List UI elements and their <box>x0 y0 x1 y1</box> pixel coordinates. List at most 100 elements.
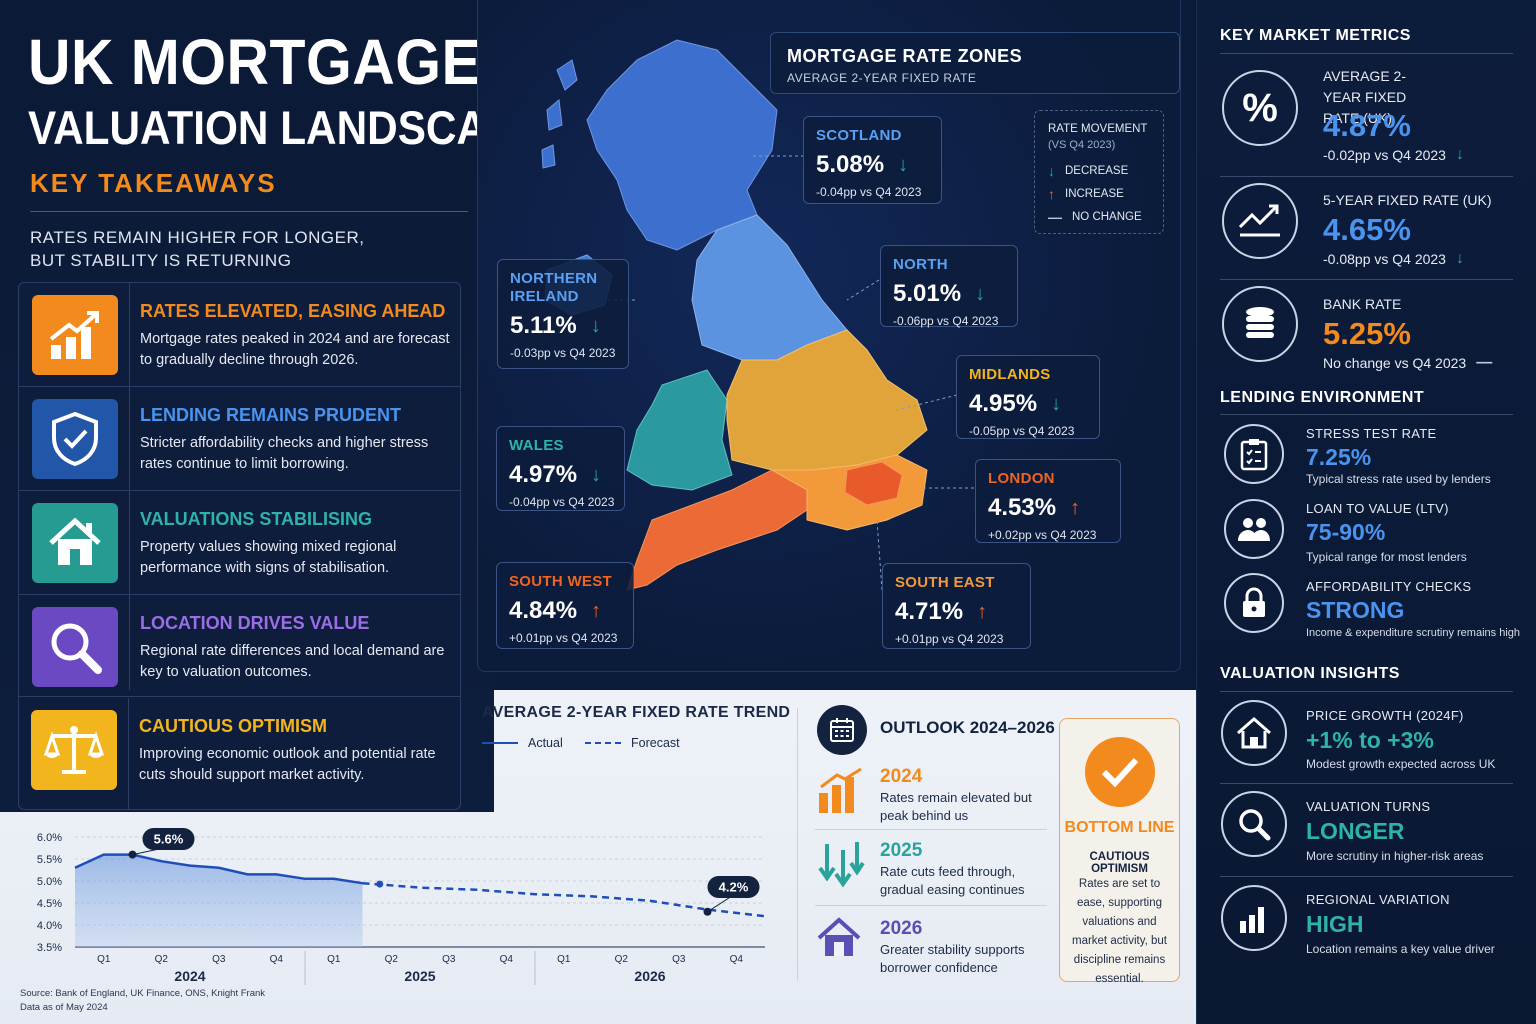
metric-label: AVERAGE 2-YEAR FIXED RATE (UK) <box>1323 68 1407 126</box>
outlook-year: 2025 <box>880 840 923 861</box>
outlook-text: Rates remain elevated but peak behind us <box>880 790 1032 823</box>
region-rate: 4.53% <box>988 494 1057 521</box>
valuation-note: Modest growth expected across UK <box>1306 757 1496 771</box>
annotation-badge <box>142 828 195 850</box>
takeaway-item: RATES ELEVATED, EASING AHEAD Mortgage ra… <box>19 283 460 387</box>
divider <box>797 708 798 980</box>
metric-delta-text: No change vs Q4 2023 <box>1323 355 1467 371</box>
divider <box>129 491 130 595</box>
region-card-south-west: SOUTH WEST 4.84% ↑ +0.01pp vs Q4 2023 <box>496 562 634 649</box>
bottom-line-text: Rates are set to ease, supporting valuat… <box>1071 878 1167 985</box>
arrow-down-icon: ↓ <box>1051 392 1062 415</box>
arrow-down-icon: ↓ <box>1455 146 1464 163</box>
takeaway-item: VALUATIONS STABILISING Property values s… <box>19 491 460 595</box>
divider <box>19 696 460 697</box>
outlook-year: 2026 <box>880 918 923 939</box>
annotation-label: 4.2% <box>719 880 749 895</box>
takeaway-text: Regional rate differences and local dema… <box>140 643 445 680</box>
x-tick-label: Q3 <box>442 954 456 965</box>
legend-forecast-label: Forecast <box>631 736 680 750</box>
divider <box>1220 691 1513 692</box>
legend-no-change: — NO CHANGE <box>1048 209 1142 225</box>
region-rate: 4.97% <box>509 461 578 488</box>
x-tick-label: Q2 <box>155 954 169 965</box>
shield-check-icon <box>32 399 118 479</box>
region-rate: 4.95% <box>969 390 1038 417</box>
legend-actual: Actual <box>482 736 563 750</box>
map-region-london <box>844 461 903 506</box>
key-takeaways-heading: KEY TAKEAWAYS <box>30 168 277 198</box>
magnifier-icon <box>32 607 118 687</box>
valuation-note: Location remains a key value driver <box>1306 942 1495 956</box>
chart-up-icon <box>32 295 118 375</box>
y-tick-label: 3.5% <box>37 942 62 954</box>
legend-actual-label: Actual <box>528 736 563 750</box>
divider <box>1220 176 1513 177</box>
chart-up-icon <box>817 767 867 817</box>
map-title-box: MORTGAGE RATE ZONES AVERAGE 2-YEAR FIXED… <box>770 32 1180 94</box>
bar-chart-icon <box>1221 885 1287 951</box>
x-tick-label: Q4 <box>270 954 284 965</box>
metric-value: 5.25% <box>1323 316 1411 351</box>
valuation-label: VALUATION TURNS <box>1306 799 1431 814</box>
legend-forecast: Forecast <box>585 736 680 750</box>
region-card-midlands: MIDLANDS 4.95% ↓ -0.05pp vs Q4 2023 <box>956 355 1100 439</box>
outlook-text: Greater stability supports borrower conf… <box>880 942 1025 975</box>
dash-icon: — <box>1048 209 1062 225</box>
lending-value: 75-90% <box>1306 519 1386 545</box>
metric-value: 4.65% <box>1323 212 1411 247</box>
region-card-london: LONDON 4.53% ↑ +0.02pp vs Q4 2023 <box>975 459 1121 543</box>
arrow-up-icon: ↑ <box>1048 186 1055 202</box>
region-rate: 5.11% <box>510 312 577 339</box>
region-delta: -0.05pp vs Q4 2023 <box>969 424 1075 438</box>
annotation-label: 5.6% <box>154 832 184 847</box>
takeaway-text: Property values showing mixed regional p… <box>140 539 397 576</box>
calendar-icon <box>817 705 867 755</box>
takeaway-title: VALUATIONS STABILISING <box>140 509 372 529</box>
lending-label: STRESS TEST RATE <box>1306 426 1437 441</box>
x-tick-label: Q3 <box>672 954 686 965</box>
lending-label: AFFORDABILITY CHECKS <box>1306 579 1472 594</box>
region-delta: -0.04pp vs Q4 2023 <box>509 495 615 509</box>
year-label: 2026 <box>634 968 665 984</box>
region-name: SCOTLAND <box>816 127 902 144</box>
divider <box>129 387 130 491</box>
bottom-line-card: BOTTOM LINE CAUTIOUS OPTIMISM Rates are … <box>1059 718 1180 985</box>
metric-delta: -0.08pp vs Q4 2023 ↓ <box>1323 250 1464 268</box>
divider <box>1220 279 1513 280</box>
forecast-point <box>376 880 384 888</box>
y-tick-label: 4.5% <box>37 898 62 910</box>
region-name: WALES <box>509 437 564 454</box>
divider <box>128 698 129 810</box>
page-subtitle: VALUATION LANDSCAPE <box>28 101 544 154</box>
x-tick-label: Q4 <box>500 954 514 965</box>
divider <box>1220 876 1513 877</box>
annotation-badge <box>707 876 760 898</box>
takeaway-text: Mortgage rates peaked in 2024 and are fo… <box>140 331 450 368</box>
tagline-line-1: RATES REMAIN HIGHER FOR LONGER, <box>30 228 365 247</box>
tagline-line-2: BUT STABILITY IS RETURNING <box>30 251 292 270</box>
metric-label: BANK RATE <box>1323 296 1402 312</box>
region-rate: 5.08% <box>816 151 885 178</box>
metric-delta-text: -0.08pp vs Q4 2023 <box>1323 251 1446 267</box>
outlook-title: OUTLOOK 2024–2026 <box>880 718 1055 737</box>
legend-increase: ↑ INCREASE <box>1048 186 1124 202</box>
bottom-line-subtitle: CAUTIOUS OPTIMISM <box>1089 851 1150 875</box>
region-card-north: NORTH 5.01% ↓ -0.06pp vs Q4 2023 <box>880 245 1018 328</box>
trend-line-icon <box>1222 183 1298 259</box>
coins-icon <box>1222 286 1298 362</box>
legend-title: RATE MOVEMENT <box>1048 123 1148 135</box>
region-name: NORTH <box>893 256 948 273</box>
house-icon <box>817 916 861 960</box>
x-tick-label: Q1 <box>97 954 111 965</box>
legend-subtitle: (VS Q4 2023) <box>1048 139 1116 151</box>
takeaway-title: LENDING REMAINS PRUDENT <box>140 405 402 425</box>
metric-delta: -0.02pp vs Q4 2023 ↓ <box>1323 146 1464 164</box>
lending-label: LOAN TO VALUE (LTV) <box>1306 501 1449 516</box>
year-label: 2025 <box>404 968 435 984</box>
actual-line <box>74 853 363 885</box>
map-region-midlands <box>726 329 928 471</box>
region-card-northern-ireland: NORTHERN IRELAND 5.11% ↓ -0.03pp vs Q4 20… <box>497 259 629 369</box>
arrow-up-icon: ↑ <box>1070 496 1081 519</box>
legend-actual-swatch <box>482 742 518 744</box>
